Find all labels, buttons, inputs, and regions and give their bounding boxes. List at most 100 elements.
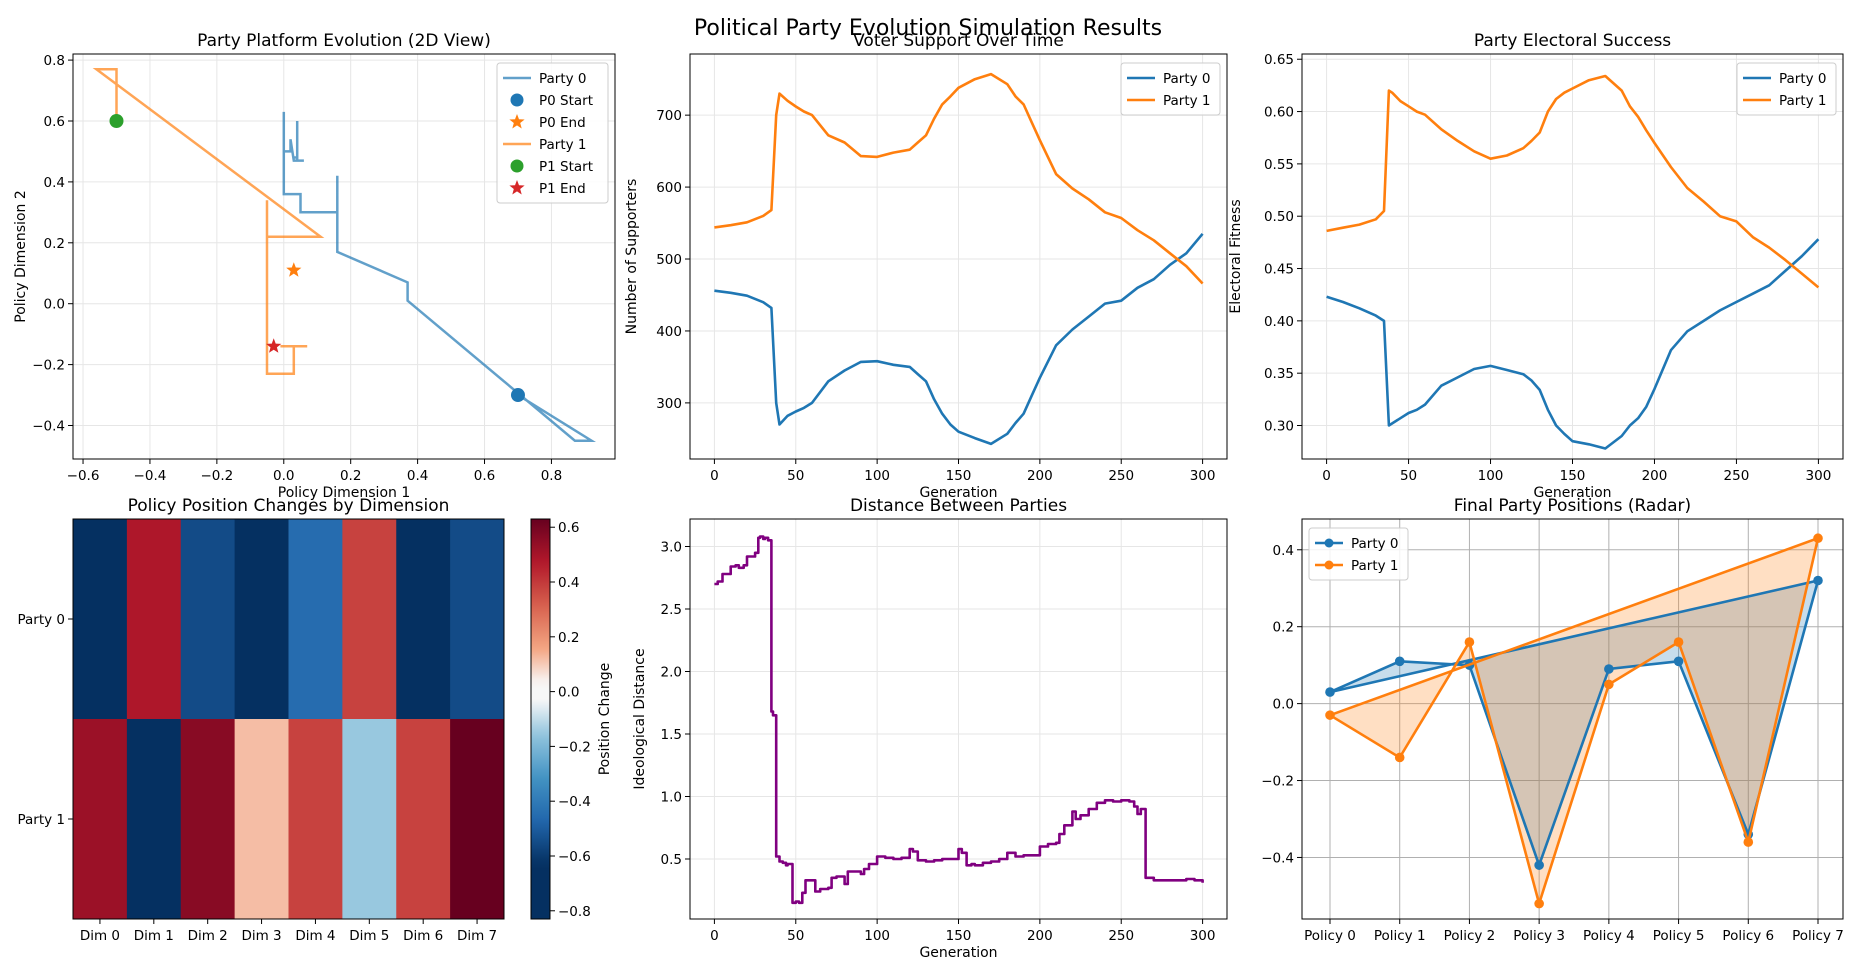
legend-label: Party 1 xyxy=(1351,558,1399,574)
colorbar xyxy=(530,518,551,920)
party-1-trajectory xyxy=(92,67,325,375)
x-tick-label: 100 xyxy=(864,468,890,484)
y-tick-label: 0.4 xyxy=(1273,543,1294,559)
y-tick-label: 0.6 xyxy=(44,114,65,130)
y-axis-label: Ideological Distance xyxy=(632,648,648,789)
y-tick-label: 300 xyxy=(656,396,682,412)
y-tick-label: −0.2 xyxy=(32,358,65,374)
x-tick-label: 300 xyxy=(1190,468,1216,484)
data-point-party-0 xyxy=(1325,687,1335,697)
category-label: Policy 3 xyxy=(1513,928,1565,944)
colorbar-tick-label: −0.6 xyxy=(558,849,591,865)
colorbar-tick-label: 0.4 xyxy=(558,575,579,591)
legend-marker-swatch xyxy=(1324,560,1334,570)
x-tick-label: 50 xyxy=(787,928,804,944)
heatmap-cell xyxy=(450,719,505,920)
y-tick-label: 0.45 xyxy=(1264,262,1294,278)
column-label: Dim 6 xyxy=(403,928,443,944)
x-tick-label: 0 xyxy=(710,468,719,484)
legend-label: P1 Start xyxy=(539,159,593,175)
x-axis-label: Policy Dimension 1 xyxy=(278,485,411,501)
column-label: Dim 3 xyxy=(241,928,281,944)
chart-title: Party Electoral Success xyxy=(1474,31,1671,51)
y-tick-label: 0.40 xyxy=(1264,314,1294,330)
legend-label: Party 0 xyxy=(1163,71,1211,87)
column-label: Dim 4 xyxy=(295,928,335,944)
x-tick-label: −0.4 xyxy=(134,468,167,484)
x-tick-label: 200 xyxy=(1027,928,1053,944)
colorbar-tick-label: 0.2 xyxy=(558,630,579,646)
data-point-party-1 xyxy=(1464,637,1475,647)
y-axis-label: Electoral Fitness xyxy=(1228,199,1244,313)
legend-box xyxy=(1120,62,1221,116)
plot-frame xyxy=(1301,53,1844,460)
x-axis-label: Generation xyxy=(919,945,997,961)
y-tick-label: 0.35 xyxy=(1264,366,1294,382)
plot-frame xyxy=(72,518,505,920)
data-point-party-1 xyxy=(1394,752,1405,763)
data-point-party-1 xyxy=(1673,637,1684,647)
legend-circle-swatch xyxy=(510,93,524,107)
area-fill-party-1 xyxy=(1330,538,1818,904)
data-point-party-0 xyxy=(1394,656,1405,667)
marker-p1-end xyxy=(266,338,282,353)
heatmap-cell xyxy=(396,519,451,720)
legend-circle-swatch xyxy=(510,159,524,173)
heatmap-cell xyxy=(288,719,343,920)
chart-platform-evolution: −0.6 −0.4 −0.2 0.0 0.2 0.4 0.6 0.8 −0.4 −0.2 0.0 0.… xyxy=(13,31,616,501)
y-tick-label: 1.5 xyxy=(661,727,682,743)
legend-label: Party 1 xyxy=(539,137,587,153)
marker-p0-end xyxy=(286,262,302,277)
y-tick-label: 0.5 xyxy=(661,852,682,868)
y-tick-label: 1.0 xyxy=(661,790,682,806)
y-axis-label: Number of Supporters xyxy=(624,179,640,335)
x-tick-label: −0.6 xyxy=(67,468,100,484)
heatmap-cell xyxy=(396,719,451,920)
x-tick-label: 50 xyxy=(787,468,804,484)
y-tick-label: 0.30 xyxy=(1264,419,1294,435)
x-tick-label: 150 xyxy=(946,928,972,944)
y-tick-label: 700 xyxy=(656,108,682,124)
y-tick-label: 0.2 xyxy=(44,236,65,252)
chart-electoral-success: 0 50 100 150 200 250 300 0.30 0.35 0.40 0.45 0.50 0.… xyxy=(1228,31,1844,501)
y-tick-label: 0.60 xyxy=(1264,105,1294,121)
x-tick-label: 250 xyxy=(1108,468,1134,484)
y-axis-label: Policy Dimension 2 xyxy=(13,190,29,323)
x-tick-label: 150 xyxy=(1560,468,1586,484)
y-tick-label: −0.4 xyxy=(1261,850,1294,866)
heatmap-cell xyxy=(126,519,182,720)
x-tick-label: 250 xyxy=(1108,928,1134,944)
category-label: Policy 0 xyxy=(1304,928,1356,944)
x-tick-label: 300 xyxy=(1806,468,1832,484)
category-label: Policy 1 xyxy=(1374,928,1426,944)
legend-marker-swatch xyxy=(1324,538,1334,548)
data-point-party-0 xyxy=(1813,575,1823,586)
chart-title: Party Platform Evolution (2D View) xyxy=(197,31,491,51)
heatmap-cell xyxy=(450,519,505,720)
x-tick-label: −0.2 xyxy=(200,468,233,484)
heatmap-cell xyxy=(234,519,289,720)
y-tick-label: 3.0 xyxy=(661,540,682,556)
x-tick-label: 200 xyxy=(1642,468,1668,484)
plot-frame xyxy=(72,53,616,460)
category-label: Policy 2 xyxy=(1444,928,1496,944)
x-tick-label: 100 xyxy=(864,928,890,944)
y-tick-label: 2.0 xyxy=(661,665,682,681)
column-label: Dim 2 xyxy=(188,928,228,944)
data-point-party-1 xyxy=(1325,710,1335,720)
chart-distance-between-parties: 0 50 100 150 200 250 300 0.5 1.0 1.5 2.0 2.5 3.0 Dist… xyxy=(632,496,1228,961)
data-point-party-1 xyxy=(1743,837,1754,847)
y-tick-label: 0.50 xyxy=(1264,209,1294,225)
row-label: Party 0 xyxy=(17,612,65,628)
category-label: Policy 6 xyxy=(1722,928,1774,944)
x-tick-label: 0.0 xyxy=(273,468,294,484)
heatmap-cell xyxy=(234,719,289,920)
x-tick-label: 0 xyxy=(1322,468,1331,484)
data-point-party-0 xyxy=(1534,860,1544,870)
legend-label: Party 0 xyxy=(1351,536,1399,552)
data-point-party-1 xyxy=(1813,533,1823,544)
chart-policy-changes-heatmap: Dim 0 Dim 1 Dim 2 Dim 3 Dim 4 Dim 5 Dim 6 Dim 7… xyxy=(17,496,613,944)
chart-title: Distance Between Parties xyxy=(850,496,1067,516)
column-label: Dim 7 xyxy=(457,928,497,944)
heatmap-cell xyxy=(180,719,236,920)
